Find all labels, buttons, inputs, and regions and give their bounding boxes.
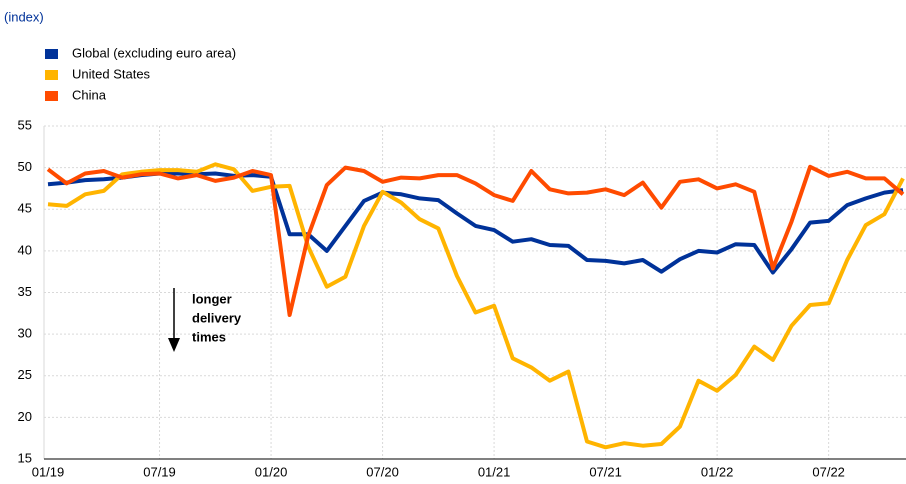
x-tick-label: 07/19 xyxy=(143,464,176,479)
y-tick-label: 40 xyxy=(18,242,32,257)
x-tick-label: 01/21 xyxy=(478,464,511,479)
y-tick-label: 30 xyxy=(18,326,32,341)
y-tick-label: 25 xyxy=(18,367,32,382)
annotation: delivery xyxy=(192,310,242,325)
y-tick-label: 55 xyxy=(18,117,32,132)
y-tick-label: 15 xyxy=(18,450,32,465)
legend-label: China xyxy=(72,87,107,102)
annotation: longer xyxy=(192,291,232,306)
x-tick-label: 07/20 xyxy=(366,464,399,479)
y-tick-label: 50 xyxy=(18,159,32,174)
series-line xyxy=(47,171,904,275)
legend-swatch xyxy=(45,91,58,101)
series-line xyxy=(47,162,905,450)
series-line xyxy=(46,164,905,317)
legend-swatch xyxy=(45,70,58,80)
y-tick-label: 20 xyxy=(18,409,32,424)
y-tick-label: 45 xyxy=(18,201,32,216)
annotation: times xyxy=(192,329,226,344)
x-tick-label: 07/22 xyxy=(812,464,845,479)
x-tick-label: 01/20 xyxy=(255,464,288,479)
annotation-arrowhead xyxy=(168,338,180,352)
legend-label: Global (excluding euro area) xyxy=(72,45,236,60)
legend-swatch xyxy=(45,49,58,59)
x-tick-label: 01/22 xyxy=(701,464,734,479)
y-axis-label: (index) xyxy=(4,9,44,24)
x-tick-label: 07/21 xyxy=(589,464,622,479)
x-tick-label: 01/19 xyxy=(32,464,65,479)
y-tick-label: 35 xyxy=(18,284,32,299)
legend-label: United States xyxy=(72,66,151,81)
